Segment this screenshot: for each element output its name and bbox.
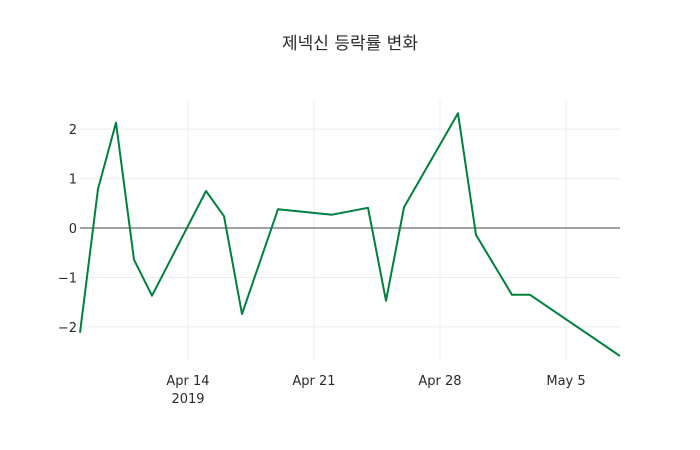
chart-title: 제넥신 등락률 변화 bbox=[282, 34, 418, 54]
x-tick-label: Apr 14 bbox=[166, 374, 209, 389]
y-tick-label: 2 bbox=[69, 123, 77, 138]
y-gridlines bbox=[80, 128, 620, 328]
series-line bbox=[79, 112, 621, 357]
x-tick-label: May 5 bbox=[546, 374, 585, 389]
x-tick-label: Apr 21 bbox=[292, 374, 335, 389]
x-tick-label: Apr 28 bbox=[418, 374, 461, 389]
y-axis: 2 1 0 −1 −2 bbox=[58, 123, 77, 336]
plot-area bbox=[79, 100, 621, 360]
x-tick-year-label: 2019 bbox=[171, 392, 204, 407]
y-tick-label: 0 bbox=[69, 222, 77, 237]
x-gridlines bbox=[187, 100, 567, 360]
y-tick-label: 1 bbox=[69, 173, 77, 188]
y-tick-label: −2 bbox=[58, 321, 77, 336]
x-axis: Apr 14 2019 Apr 21 Apr 28 May 5 bbox=[166, 374, 585, 407]
y-tick-label: −1 bbox=[58, 271, 77, 286]
